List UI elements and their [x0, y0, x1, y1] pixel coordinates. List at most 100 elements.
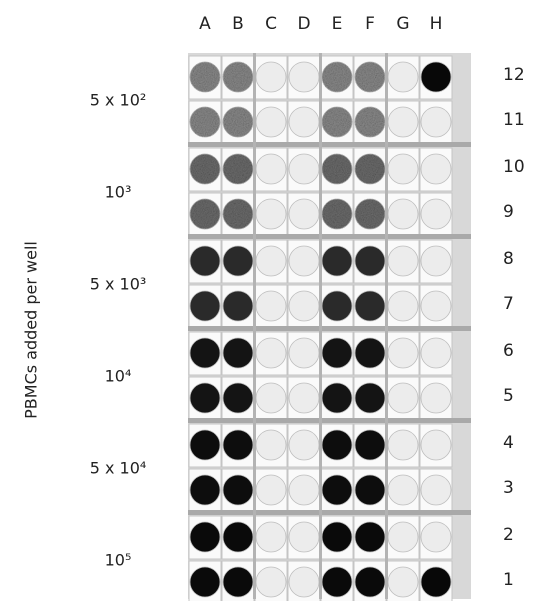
well	[190, 338, 220, 368]
well	[388, 199, 418, 229]
well	[421, 291, 451, 321]
well	[289, 107, 319, 137]
well	[256, 383, 286, 413]
well	[421, 107, 451, 137]
well	[355, 199, 385, 229]
group-separator	[188, 142, 471, 147]
column-label: C	[265, 14, 277, 34]
well	[190, 199, 220, 229]
well	[289, 62, 319, 92]
well	[256, 430, 286, 460]
well	[355, 475, 385, 505]
well	[322, 383, 352, 413]
well	[355, 522, 385, 552]
column-label: D	[297, 14, 310, 34]
well	[256, 338, 286, 368]
well	[322, 430, 352, 460]
well	[322, 246, 352, 276]
row-label: 9	[503, 202, 514, 222]
well	[355, 291, 385, 321]
column-separator	[253, 53, 256, 599]
well	[388, 62, 418, 92]
well	[355, 338, 385, 368]
well	[289, 522, 319, 552]
well	[223, 107, 253, 137]
y-axis-label: PBMCs added per well	[22, 241, 41, 419]
well	[289, 291, 319, 321]
row-label: 8	[503, 249, 514, 269]
well	[388, 154, 418, 184]
row-label: 2	[503, 525, 514, 545]
well	[355, 246, 385, 276]
group-label: 10³	[105, 183, 132, 202]
group-separator	[188, 326, 471, 331]
well	[256, 475, 286, 505]
row-label: 10	[503, 157, 525, 177]
well	[388, 522, 418, 552]
well	[388, 338, 418, 368]
well	[322, 338, 352, 368]
well	[388, 246, 418, 276]
well	[322, 291, 352, 321]
row-label: 12	[503, 65, 525, 85]
well	[190, 383, 220, 413]
well	[322, 567, 352, 597]
well	[355, 107, 385, 137]
group-label: 5 x 10²	[90, 91, 147, 110]
well	[355, 62, 385, 92]
well	[190, 107, 220, 137]
well	[355, 430, 385, 460]
well	[190, 475, 220, 505]
well	[289, 154, 319, 184]
column-label: B	[232, 14, 244, 34]
well	[388, 291, 418, 321]
group-separator	[188, 510, 471, 515]
well	[289, 430, 319, 460]
well	[256, 246, 286, 276]
row-label: 1	[503, 570, 514, 590]
well	[190, 567, 220, 597]
well	[355, 567, 385, 597]
well	[289, 338, 319, 368]
column-label: A	[199, 14, 211, 34]
well	[256, 199, 286, 229]
well	[190, 291, 220, 321]
group-label: 5 x 10⁴	[90, 459, 147, 478]
group-separator	[188, 234, 471, 239]
row-label: 4	[503, 433, 514, 453]
well	[421, 475, 451, 505]
figure: PBMCs added per well ABCDEFGH12111098765…	[0, 0, 533, 601]
row-label: 11	[503, 110, 525, 130]
group-label: 10⁴	[105, 367, 132, 386]
well	[223, 383, 253, 413]
well	[421, 246, 451, 276]
well	[355, 383, 385, 413]
well	[421, 338, 451, 368]
row-label: 5	[503, 386, 514, 406]
row-label: 6	[503, 341, 514, 361]
well	[388, 567, 418, 597]
well	[223, 430, 253, 460]
well	[190, 62, 220, 92]
well	[223, 154, 253, 184]
well	[388, 107, 418, 137]
well	[388, 475, 418, 505]
well	[322, 154, 352, 184]
well	[223, 567, 253, 597]
well	[223, 475, 253, 505]
well	[421, 62, 451, 92]
well	[388, 430, 418, 460]
well	[256, 567, 286, 597]
well	[256, 107, 286, 137]
well	[322, 107, 352, 137]
row-label: 3	[503, 478, 514, 498]
well	[190, 430, 220, 460]
well	[190, 522, 220, 552]
well	[223, 338, 253, 368]
well	[190, 154, 220, 184]
column-label: H	[430, 14, 443, 34]
well	[289, 475, 319, 505]
well	[256, 62, 286, 92]
well	[289, 199, 319, 229]
well	[223, 62, 253, 92]
